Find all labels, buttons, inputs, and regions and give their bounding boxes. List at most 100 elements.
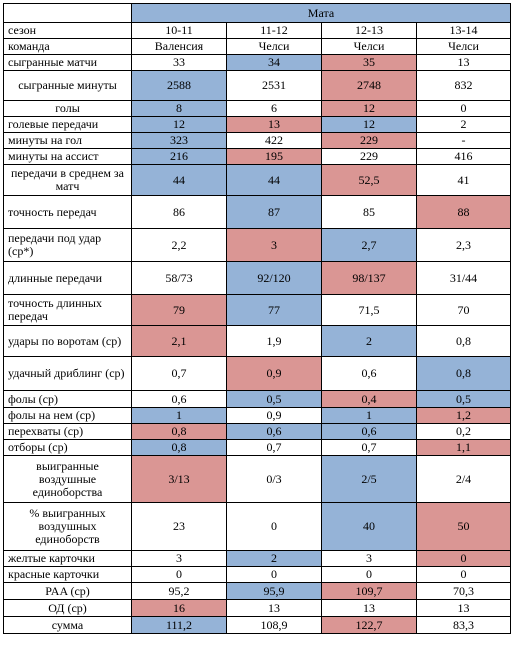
stat-cell: Челси <box>321 38 417 55</box>
stat-cell: 2,1 <box>131 325 227 357</box>
table-row: красные карточки 0 0 0 0 <box>3 566 511 583</box>
stat-cell: 1,9 <box>226 325 322 357</box>
stat-cell: 85 <box>321 195 417 229</box>
stat-cell: 6 <box>226 100 322 117</box>
row-label: желтые карточки <box>3 550 132 567</box>
row-label: длинные передачи <box>3 261 132 295</box>
stat-cell: 0,8 <box>131 423 227 440</box>
table-row: минуты на ассист 216 195 229 416 <box>3 148 511 165</box>
table-row: точность длинных передач 79 77 71,5 70 <box>3 294 511 326</box>
stats-table-wrap: Мата сезон 10-11 11-12 12-13 13-14 команда Вал… <box>3 3 511 634</box>
table-row: фолы (ср) 0,6 0,5 0,4 0,5 <box>3 390 511 408</box>
stat-cell: 2/4 <box>416 455 511 503</box>
stat-cell: 0,8 <box>416 325 511 357</box>
row-label: удары по воротам (ср) <box>3 325 132 357</box>
stat-cell: 0,6 <box>321 356 417 391</box>
row-label: команда <box>3 38 132 55</box>
stat-cell: 2 <box>321 325 417 357</box>
row-label: минуты на гол <box>3 132 132 149</box>
table-row: перехваты (ср) 0,8 0,6 0,6 0,2 <box>3 423 511 440</box>
stat-cell: 422 <box>226 132 322 149</box>
stat-cell: 52,5 <box>321 164 417 196</box>
stat-cell: 0,7 <box>321 439 417 456</box>
stat-cell: 12-13 <box>321 22 417 39</box>
row-label: перехваты (ср) <box>3 423 132 440</box>
player-name: Мата <box>131 3 511 23</box>
row-label: отборы (ср) <box>3 439 132 456</box>
stat-cell: 12 <box>321 116 417 133</box>
stat-cell: 44 <box>131 164 227 196</box>
stat-cell: 40 <box>321 502 417 551</box>
stat-cell: 13 <box>416 599 511 617</box>
stat-cell: 229 <box>321 132 417 149</box>
stat-cell: 3 <box>226 228 322 262</box>
stat-cell: 0,6 <box>226 423 322 440</box>
stat-cell: 2 <box>226 550 322 567</box>
row-label: точность длинных передач <box>3 294 132 326</box>
stat-cell: 1,1 <box>416 439 511 456</box>
stat-cell: 0 <box>226 566 322 583</box>
stat-cell: 70,3 <box>416 582 511 600</box>
stat-cell: 108,9 <box>226 616 322 634</box>
stat-cell: 33 <box>131 54 227 71</box>
table-row: голевые передачи 12 13 12 2 <box>3 116 511 133</box>
table-row: удары по воротам (ср) 2,1 1,9 2 0,8 <box>3 325 511 357</box>
stat-cell: 50 <box>416 502 511 551</box>
stat-cell: 0,8 <box>416 356 511 391</box>
stat-cell: 3 <box>321 550 417 567</box>
table-row: отборы (ср) 0,8 0,7 0,7 1,1 <box>3 439 511 456</box>
table-row: выигранные воздушные единоборства 3/13 0/3… <box>3 455 511 503</box>
stat-cell: 83,3 <box>416 616 511 634</box>
stat-cell: 2588 <box>131 70 227 101</box>
table-row: передачи под удар (ср*) 2,2 3 2,7 2,3 <box>3 228 511 262</box>
stat-cell: 98/137 <box>321 261 417 295</box>
stat-cell: 0 <box>226 502 322 551</box>
table-row: команда Валенсия Челси Челси Челси <box>3 38 511 55</box>
stat-cell: 1,2 <box>416 407 511 424</box>
stat-cell: 0 <box>416 550 511 567</box>
stat-cell: 2/5 <box>321 455 417 503</box>
table-row: % выигранных воздушных единоборств 23 0 40 5… <box>3 502 511 551</box>
stat-cell: 87 <box>226 195 322 229</box>
row-label: передачи под удар (ср*) <box>3 228 132 262</box>
stat-cell: 109,7 <box>321 582 417 600</box>
stat-cell: 31/44 <box>416 261 511 295</box>
stat-cell: 832 <box>416 70 511 101</box>
stat-cell: 2 <box>416 116 511 133</box>
stat-cell: 71,5 <box>321 294 417 326</box>
stat-cell: 34 <box>226 54 322 71</box>
stat-cell: 16 <box>131 599 227 617</box>
stat-cell: 86 <box>131 195 227 229</box>
stats-table: Мата сезон 10-11 11-12 12-13 13-14 команда Вал… <box>3 3 511 634</box>
stat-cell: 95,2 <box>131 582 227 600</box>
table-row: сумма 111,2 108,9 122,7 83,3 <box>3 616 511 634</box>
stat-cell: 77 <box>226 294 322 326</box>
stat-cell: 92/120 <box>226 261 322 295</box>
stat-cell: 0,7 <box>131 356 227 391</box>
stat-cell: 122,7 <box>321 616 417 634</box>
stat-cell: 2,2 <box>131 228 227 262</box>
stat-cell: 12 <box>321 100 417 117</box>
row-label: фолы (ср) <box>3 390 132 408</box>
stat-cell: 11-12 <box>226 22 322 39</box>
stat-cell: 58/73 <box>131 261 227 295</box>
stat-cell: 1 <box>131 407 227 424</box>
table-row: ОД (ср) 16 13 13 13 <box>3 599 511 617</box>
stat-cell: 0 <box>416 100 511 117</box>
stat-cell: 44 <box>226 164 322 196</box>
row-label: сезон <box>3 22 132 39</box>
row-label: сыгранные минуты <box>3 70 132 101</box>
stat-cell: 13 <box>416 54 511 71</box>
row-label: сыгранные матчи <box>3 54 132 71</box>
stat-cell: 0,9 <box>226 407 322 424</box>
stat-cell: 12 <box>131 116 227 133</box>
table-row: удачный дриблинг (ср) 0,7 0,9 0,6 0,8 <box>3 356 511 391</box>
stat-cell: 2531 <box>226 70 322 101</box>
table-row: сыгранные минуты 2588 2531 2748 832 <box>3 70 511 101</box>
stat-cell: 229 <box>321 148 417 165</box>
stat-cell: 13 <box>226 116 322 133</box>
row-label: % выигранных воздушных единоборств <box>3 502 132 551</box>
row-label: передачи в среднем за матч <box>3 164 132 196</box>
stat-cell: 35 <box>321 54 417 71</box>
stat-cell: 10-11 <box>131 22 227 39</box>
